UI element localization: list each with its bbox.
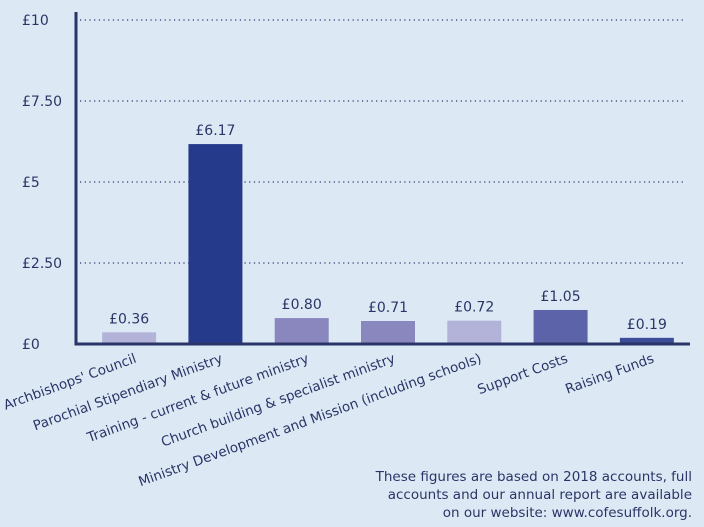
y-tick-label: £5 xyxy=(22,175,40,191)
footnote-line: on our website: www.cofesuffolk.org. xyxy=(442,505,692,521)
footnote-line: These figures are based on 2018 accounts… xyxy=(375,469,692,485)
data-label: £0.80 xyxy=(282,297,322,313)
x-tick-label: Raising Funds xyxy=(563,351,656,398)
x-tick-label: Support Costs xyxy=(475,351,569,398)
bar xyxy=(102,332,157,344)
footnote-line: accounts and our annual report are avail… xyxy=(387,487,692,503)
y-tick-label: £0 xyxy=(22,337,40,353)
y-tick-label: £10 xyxy=(22,13,49,29)
data-label: £0.72 xyxy=(454,300,494,316)
data-label: £0.36 xyxy=(109,311,149,327)
data-label: £6.17 xyxy=(195,123,235,139)
y-tick-label: £2.50 xyxy=(22,256,62,272)
data-label: £1.05 xyxy=(541,289,581,305)
bar xyxy=(533,309,588,344)
bar xyxy=(188,144,243,344)
bar xyxy=(619,337,674,344)
data-label: £0.19 xyxy=(627,317,667,333)
footnote: These figures are based on 2018 accounts… xyxy=(272,468,692,522)
bar xyxy=(274,318,329,344)
data-label: £0.71 xyxy=(368,300,408,316)
y-tick-label: £7.50 xyxy=(22,94,62,110)
bar xyxy=(361,320,415,344)
bar xyxy=(447,320,502,344)
